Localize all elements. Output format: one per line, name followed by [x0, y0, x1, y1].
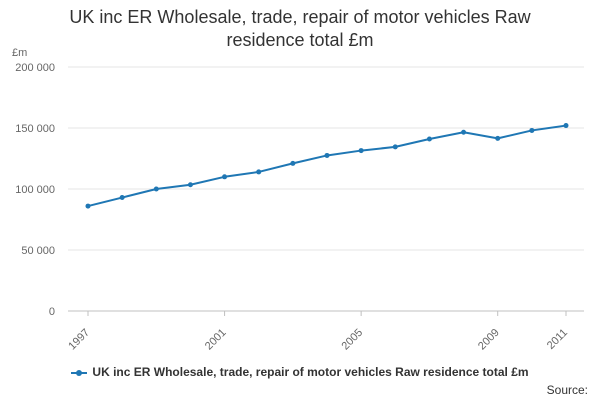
plot-area [85, 123, 569, 209]
data-point[interactable] [222, 174, 228, 180]
y-tick-label: 0 [49, 306, 55, 318]
x-tick-label: 1997 [66, 327, 92, 353]
y-axis-unit-label: £m [12, 47, 27, 59]
data-point[interactable] [358, 148, 364, 154]
x-tick-label: 2001 [203, 327, 229, 353]
data-point[interactable] [563, 123, 569, 129]
y-tick-label: 200 000 [15, 62, 55, 74]
data-point[interactable] [461, 129, 467, 135]
x-tick-label: 2011 [545, 327, 570, 352]
data-point[interactable] [290, 160, 296, 166]
x-tick-label: 2009 [476, 327, 502, 353]
data-point[interactable] [256, 169, 262, 175]
data-point[interactable] [153, 186, 159, 192]
chart-title: UK inc ER Wholesale, trade, repair of mo… [0, 6, 600, 52]
data-point[interactable] [495, 135, 501, 141]
grid-lines [68, 66, 584, 251]
y-tick-label: 150 000 [15, 123, 55, 135]
data-point[interactable] [187, 182, 193, 188]
x-tick-label: 2005 [339, 327, 365, 353]
y-tick-label: 100 000 [15, 184, 55, 196]
data-point[interactable] [85, 203, 91, 209]
data-point[interactable] [426, 136, 432, 142]
chart-title-line-2: residence total £m [226, 30, 374, 50]
x-axis: 1997 2001 2005 2009 2011 [66, 310, 584, 353]
legend-label: UK inc ER Wholesale, trade, repair of mo… [92, 365, 529, 379]
legend[interactable]: UK inc ER Wholesale, trade, repair of mo… [0, 365, 600, 379]
y-tick-label: 50 000 [21, 245, 55, 257]
data-point[interactable] [392, 144, 398, 150]
chart-title-line-1: UK inc ER Wholesale, trade, repair of mo… [69, 7, 531, 27]
legend-swatch [71, 369, 88, 377]
data-point[interactable] [529, 127, 535, 133]
series-line [87, 124, 567, 208]
y-axis: £m 0 50 000 100 000 150 000 200 000 [12, 47, 55, 318]
data-point[interactable] [119, 195, 125, 201]
data-point[interactable] [324, 152, 330, 158]
source-label: Source: [546, 383, 588, 397]
